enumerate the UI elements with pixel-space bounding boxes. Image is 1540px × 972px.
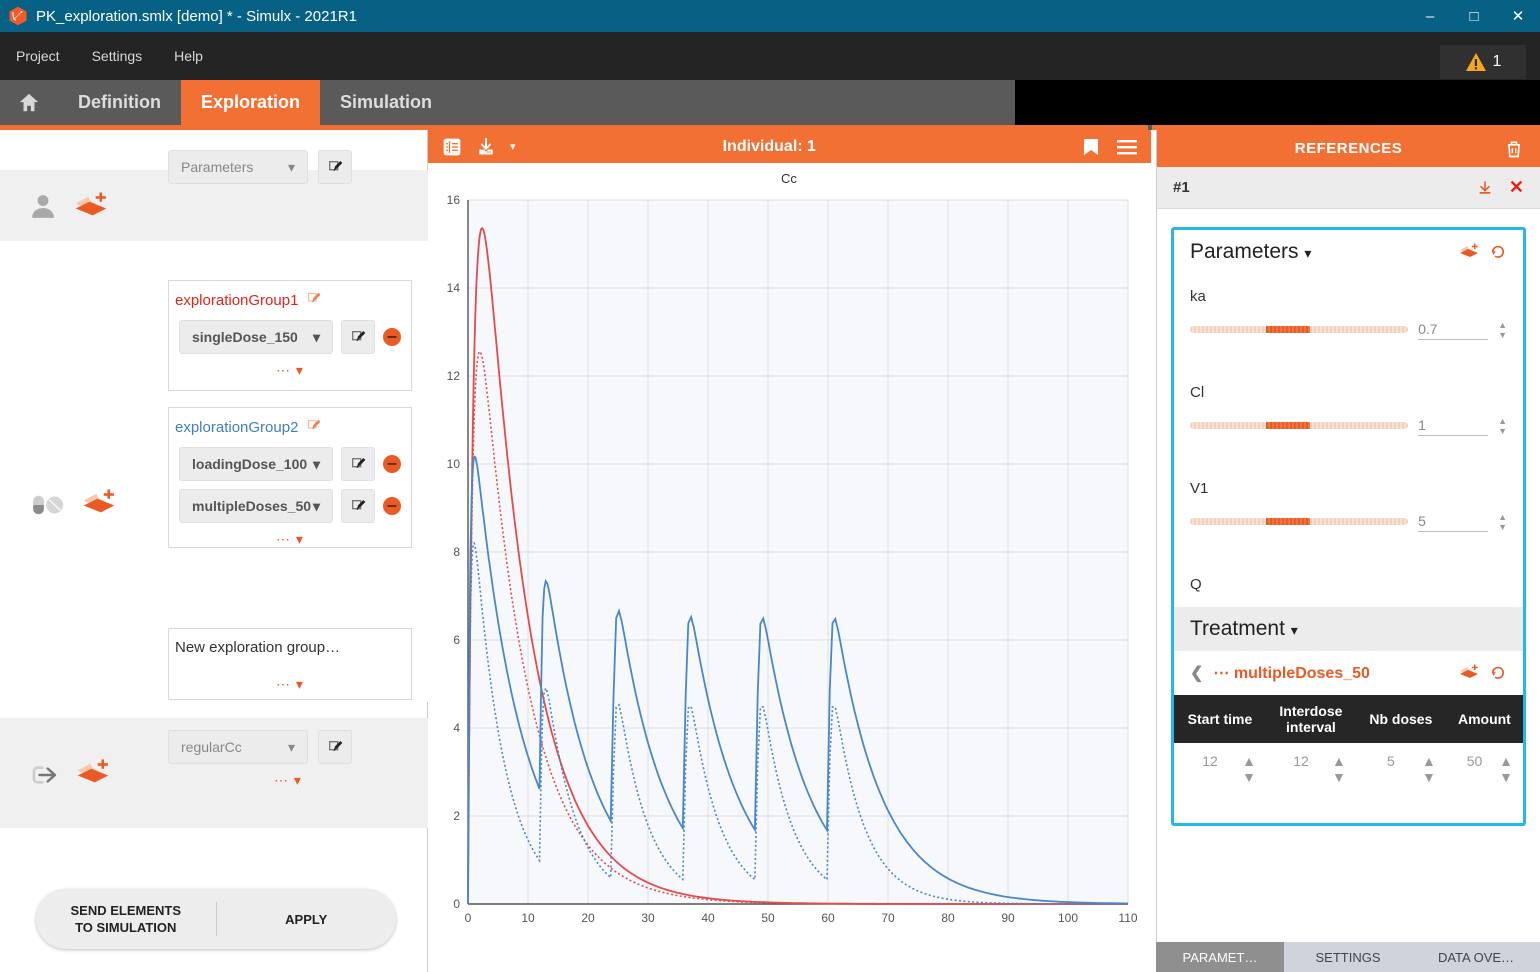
svg-text:4: 4 (453, 721, 460, 735)
svg-text:8: 8 (453, 545, 460, 559)
svg-text:2: 2 (453, 809, 460, 823)
svg-text:12: 12 (447, 369, 461, 383)
svg-text:100: 100 (1058, 911, 1078, 925)
svg-text:0: 0 (453, 897, 460, 911)
svg-text:10: 10 (521, 911, 535, 925)
svg-text:80: 80 (941, 911, 955, 925)
svg-text:6: 6 (453, 633, 460, 647)
svg-text:20: 20 (581, 911, 595, 925)
svg-text:30: 30 (641, 911, 655, 925)
svg-text:90: 90 (1001, 911, 1015, 925)
svg-text:50: 50 (761, 911, 775, 925)
svg-text:10: 10 (447, 457, 461, 471)
svg-text:16: 16 (447, 193, 461, 207)
svg-text:60: 60 (821, 911, 835, 925)
svg-text:14: 14 (447, 281, 461, 295)
svg-text:110: 110 (1118, 911, 1137, 925)
svg-text:Cc: Cc (781, 171, 797, 186)
svg-text:40: 40 (701, 911, 715, 925)
svg-text:0: 0 (465, 911, 472, 925)
svg-text:70: 70 (881, 911, 895, 925)
